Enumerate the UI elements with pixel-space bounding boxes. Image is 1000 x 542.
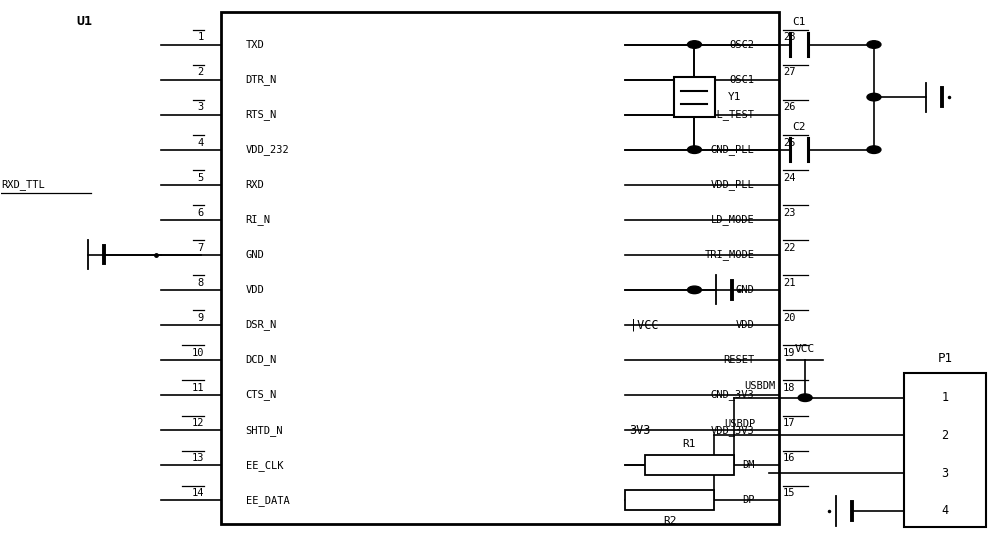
Text: VDD: VDD [246, 285, 264, 295]
Text: 20: 20 [783, 313, 796, 323]
Text: 16: 16 [783, 453, 796, 463]
Text: 18: 18 [783, 383, 796, 393]
Bar [674, 77, 715, 117]
Text: VDD_3V3: VDD_3V3 [711, 424, 754, 436]
Text: 4: 4 [941, 505, 948, 518]
Text: 6: 6 [198, 208, 204, 218]
Text: 12: 12 [191, 418, 204, 428]
Text: 25: 25 [783, 138, 796, 147]
Text: USBDP: USBDP [724, 419, 756, 429]
Text: 2: 2 [941, 429, 948, 442]
Text: 5: 5 [198, 172, 204, 183]
Text: 1: 1 [198, 33, 204, 42]
Text: VCC: VCC [795, 344, 815, 353]
Bar [625, 490, 714, 511]
Text: TXD: TXD [246, 40, 264, 49]
Text: VDD_232: VDD_232 [246, 144, 289, 155]
Text: PLL_TEST: PLL_TEST [704, 109, 754, 120]
Text: VDD: VDD [736, 320, 754, 330]
Text: 11: 11 [191, 383, 204, 393]
Text: 28: 28 [783, 33, 796, 42]
Text: P1: P1 [937, 352, 952, 365]
Text: 26: 26 [783, 102, 796, 113]
Text: DSR_N: DSR_N [246, 319, 277, 331]
Text: EE_DATA: EE_DATA [246, 495, 289, 506]
Text: LD_MODE: LD_MODE [711, 214, 754, 225]
Text: EE_CLK: EE_CLK [246, 460, 283, 470]
Text: RESET: RESET [723, 355, 754, 365]
Circle shape [687, 41, 701, 48]
Text: GND: GND [736, 285, 754, 295]
Text: 9: 9 [198, 313, 204, 323]
Text: C1: C1 [792, 17, 806, 27]
Text: 3: 3 [198, 102, 204, 113]
Bar [904, 373, 986, 527]
Text: 23: 23 [783, 208, 796, 218]
Text: GND_PLL: GND_PLL [711, 144, 754, 155]
Text: 1: 1 [941, 391, 948, 404]
Text: 24: 24 [783, 172, 796, 183]
Circle shape [867, 41, 881, 48]
Text: GND: GND [246, 250, 264, 260]
Text: DCD_N: DCD_N [246, 354, 277, 365]
Text: 13: 13 [191, 453, 204, 463]
Text: 2: 2 [198, 67, 204, 78]
Text: |VCC: |VCC [630, 318, 658, 331]
Text: RI_N: RI_N [246, 214, 271, 225]
Text: Y1: Y1 [727, 92, 741, 102]
Circle shape [867, 146, 881, 153]
Circle shape [867, 93, 881, 101]
Text: 10: 10 [191, 348, 204, 358]
Text: TRI_MODE: TRI_MODE [704, 249, 754, 260]
Text: DP: DP [742, 495, 754, 505]
Text: U1: U1 [76, 15, 92, 28]
Circle shape [687, 286, 701, 294]
Text: RTS_N: RTS_N [246, 109, 277, 120]
Text: R2: R2 [663, 516, 676, 526]
Text: 27: 27 [783, 67, 796, 78]
Text: RXD: RXD [246, 180, 264, 190]
Text: CTS_N: CTS_N [246, 390, 277, 401]
Bar [645, 455, 734, 475]
Text: VDD_PLL: VDD_PLL [711, 179, 754, 190]
Text: OSC2: OSC2 [729, 40, 754, 49]
Text: 21: 21 [783, 278, 796, 288]
Text: C2: C2 [792, 122, 806, 132]
Text: 3: 3 [941, 467, 948, 480]
Text: OSC1: OSC1 [729, 75, 754, 85]
Text: 17: 17 [783, 418, 796, 428]
Text: 22: 22 [783, 243, 796, 253]
Text: SHTD_N: SHTD_N [246, 424, 283, 436]
Text: 14: 14 [191, 488, 204, 498]
Text: 8: 8 [198, 278, 204, 288]
Text: USBDM: USBDM [744, 381, 776, 391]
Text: DTR_N: DTR_N [246, 74, 277, 85]
Bar [221, 12, 779, 525]
Circle shape [798, 394, 812, 402]
Text: 7: 7 [198, 243, 204, 253]
Text: 4: 4 [198, 138, 204, 147]
Text: DM: DM [742, 460, 754, 470]
Text: 3V3: 3V3 [630, 423, 651, 436]
Circle shape [687, 146, 701, 153]
Text: GND_3V3: GND_3V3 [711, 390, 754, 401]
Text: 15: 15 [783, 488, 796, 498]
Text: R1: R1 [683, 440, 696, 449]
Text: 19: 19 [783, 348, 796, 358]
Text: RXD_TTL: RXD_TTL [1, 179, 45, 190]
